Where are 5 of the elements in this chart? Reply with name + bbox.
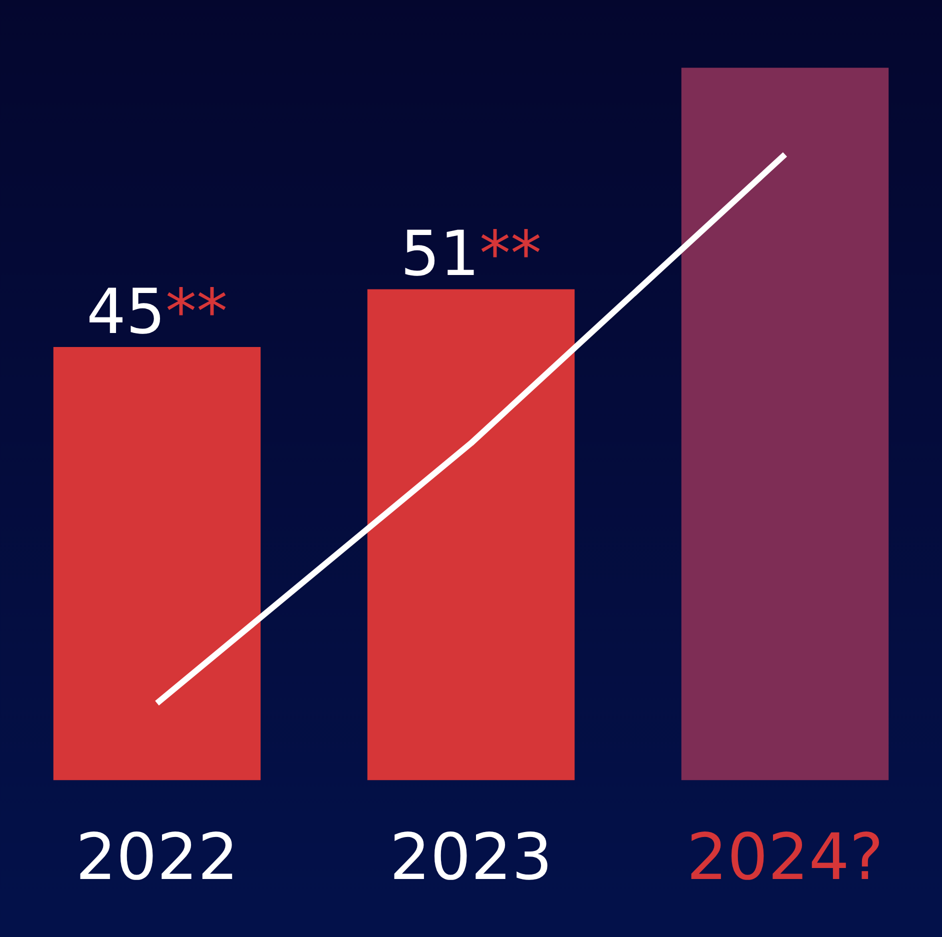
x-tick-label: 2022 [76, 821, 238, 896]
data-label: 45** [86, 274, 228, 348]
data-label: 51** [400, 217, 542, 290]
x-tick-label: 2023 [390, 821, 552, 896]
x-tick-label: 2024? [686, 821, 884, 896]
